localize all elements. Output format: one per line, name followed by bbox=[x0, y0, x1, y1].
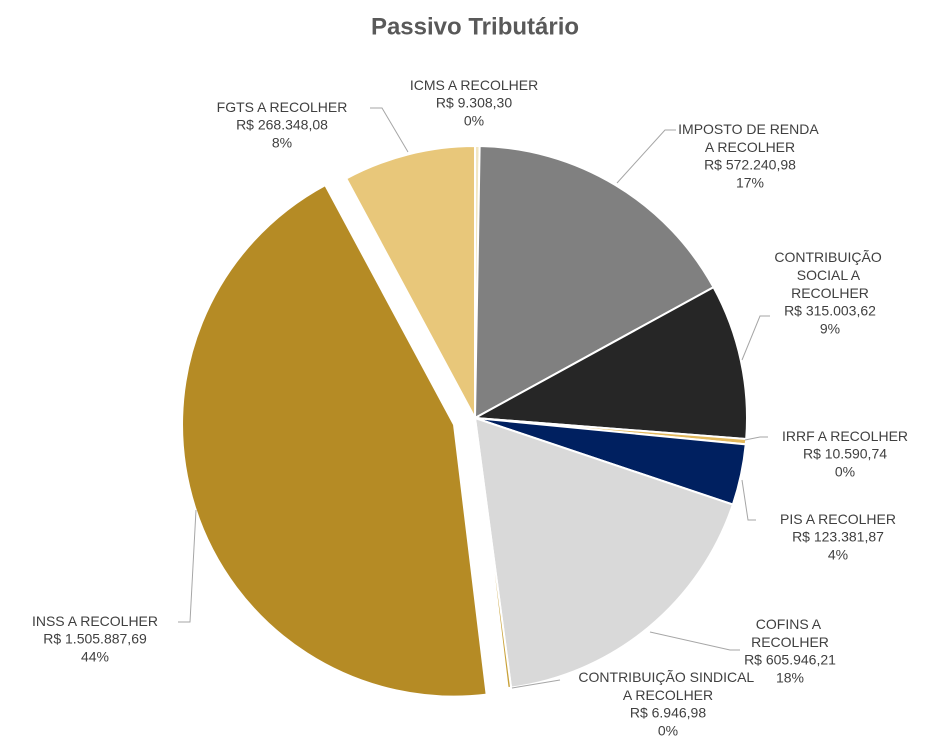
leader-line bbox=[741, 315, 770, 361]
leader-line bbox=[511, 679, 561, 689]
leader-line bbox=[741, 479, 756, 521]
slice-value-label: R$ 6.946,98 bbox=[630, 705, 706, 721]
slice-percentage-label: 17% bbox=[736, 175, 764, 191]
slice-label-name: CONTRIBUIÇÃO SINDICAL A RECOLHER bbox=[578, 669, 757, 703]
slice-label-name: IMPOSTO DE RENDA A RECOLHER bbox=[678, 121, 822, 155]
slice-value-label: R$ 9.308,30 bbox=[436, 95, 512, 111]
pie-slice bbox=[471, 285, 748, 441]
slice-percentage-label: 0% bbox=[658, 723, 678, 739]
slice-value-label: R$ 572.240,98 bbox=[704, 157, 796, 173]
slice-label-name: INSS A RECOLHER bbox=[32, 613, 158, 629]
pie-slice bbox=[344, 144, 476, 419]
slice-value-label: R$ 10.590,74 bbox=[803, 446, 887, 462]
slice-label-name: PIS A RECOLHER bbox=[780, 511, 896, 527]
leader-line bbox=[370, 107, 409, 153]
slice-percentage-label: 9% bbox=[820, 321, 840, 337]
slice-percentage-label: 0% bbox=[835, 464, 855, 480]
slice-percentage-label: 18% bbox=[776, 670, 804, 686]
slice-label-name: COFINS A RECOLHER bbox=[751, 616, 829, 650]
slice-value-label: R$ 605.946,21 bbox=[744, 652, 836, 668]
slice-percentage-label: 0% bbox=[464, 113, 484, 129]
pie-slice bbox=[473, 416, 735, 689]
slice-label-name: IRRF A RECOLHER bbox=[782, 428, 908, 444]
slice-percentage-label: 44% bbox=[81, 649, 109, 665]
leader-line bbox=[744, 436, 768, 441]
leader-line bbox=[616, 129, 676, 184]
slice-value-label: R$ 123.381,87 bbox=[792, 529, 884, 545]
chart-title: Passivo Tributário bbox=[371, 13, 579, 40]
pie-slice bbox=[181, 183, 488, 698]
pie-slice bbox=[473, 145, 715, 420]
leader-line bbox=[649, 631, 740, 651]
slice-value-label: R$ 1.505.887,69 bbox=[43, 631, 147, 647]
slice-label-name: ICMS A RECOLHER bbox=[410, 77, 538, 93]
slice-percentage-label: 8% bbox=[272, 135, 292, 151]
slice-label-name: CONTRIBUIÇÃO SOCIAL A RECOLHER bbox=[774, 249, 885, 301]
leader-line bbox=[178, 509, 197, 623]
slice-value-label: R$ 268.348,08 bbox=[236, 117, 328, 133]
slice-value-label: R$ 315.003,62 bbox=[784, 303, 876, 319]
slice-percentage-label: 4% bbox=[828, 547, 848, 563]
pie-slice bbox=[474, 417, 513, 690]
slice-label-name: FGTS A RECOLHER bbox=[217, 99, 348, 115]
